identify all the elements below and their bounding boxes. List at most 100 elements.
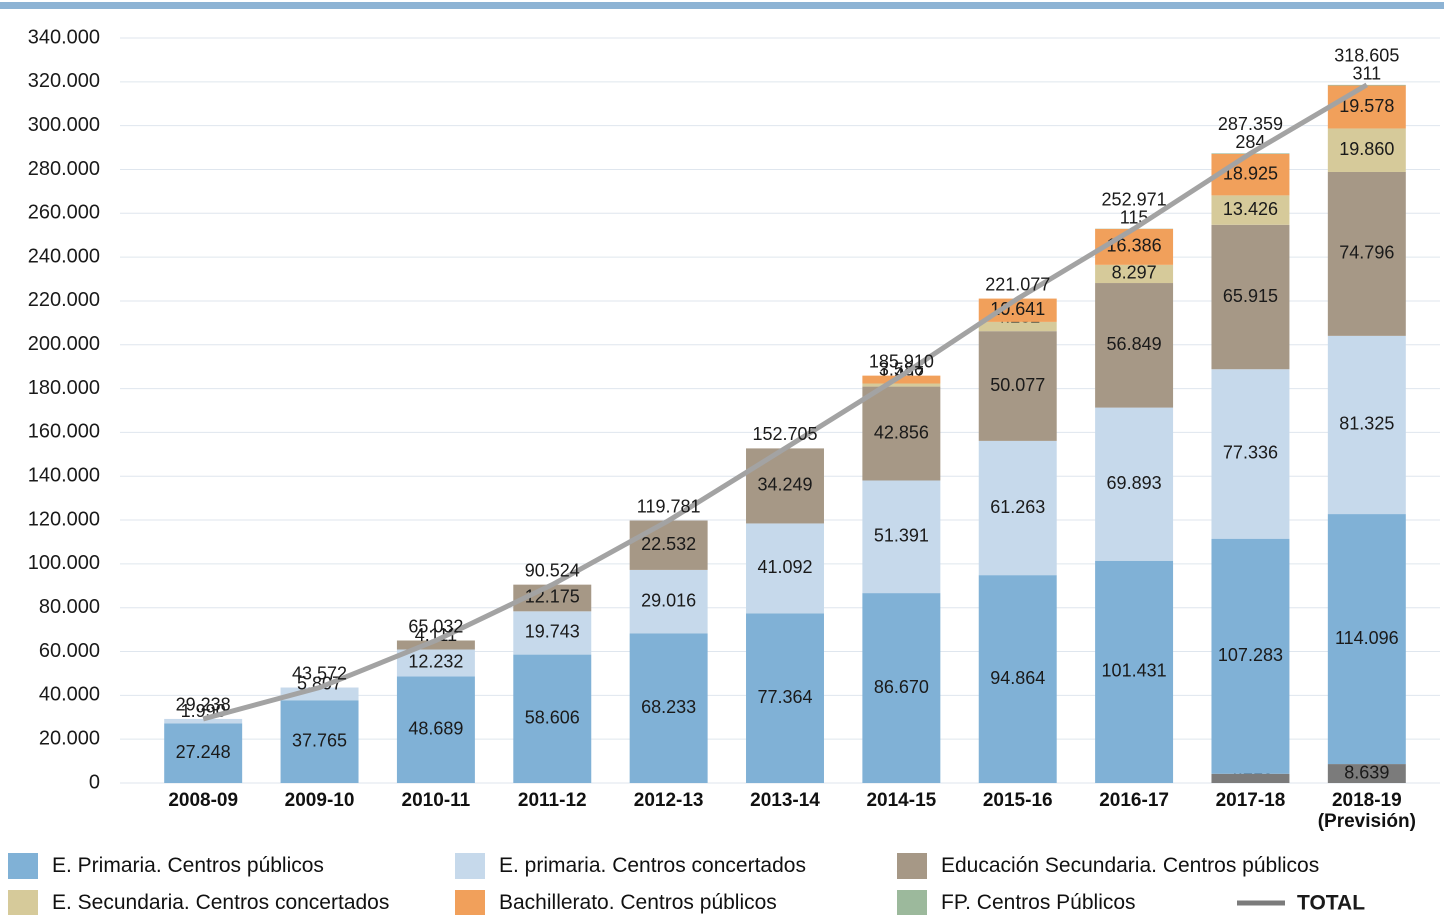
value-label: 81.325 <box>1339 414 1394 434</box>
value-label: 114.096 <box>1335 628 1399 648</box>
y-tick-label: 60.000 <box>39 640 100 662</box>
bar-segment <box>1211 195 1290 225</box>
legend-label: E. Secundaria. Centros concertados <box>52 891 390 914</box>
value-label: 13.426 <box>1223 199 1278 219</box>
bar-segment <box>978 575 1057 783</box>
bar-segment <box>1095 264 1174 284</box>
legend-item: E. Primaria. Centros públicos <box>8 853 324 879</box>
bar-segment <box>1327 764 1406 783</box>
total-label: 43.572 <box>292 663 347 683</box>
x-tick-label: 2013-14 <box>750 790 820 811</box>
legend-swatch <box>897 853 927 879</box>
bar-segment <box>164 723 243 783</box>
bar-segment <box>1327 335 1406 515</box>
bar-segment <box>746 523 824 614</box>
value-label: 94.864 <box>990 668 1045 688</box>
bar-segment <box>1211 369 1290 539</box>
total-label: 185.910 <box>869 351 934 371</box>
bar-segment <box>746 613 824 783</box>
bar-segment <box>1095 560 1174 783</box>
bar-segment <box>746 448 824 524</box>
value-label: 69.893 <box>1107 473 1162 493</box>
x-tick-label: 2010-11 <box>401 790 471 811</box>
value-label: 51.391 <box>874 526 929 546</box>
value-label: 19.743 <box>525 622 580 642</box>
value-label: 58.606 <box>525 708 580 728</box>
legend-item: Bachillerato. Centros públicos <box>455 890 777 915</box>
y-tick-label: 240.000 <box>28 245 100 267</box>
x-tick-label: 2011-12 <box>517 790 587 811</box>
y-tick-label: 200.000 <box>28 333 100 355</box>
legend-label: TOTAL <box>1297 892 1365 915</box>
value-label: 77.364 <box>757 687 812 707</box>
x-tick-label: 2016-17 <box>1099 790 1169 811</box>
total-label: 29.238 <box>176 695 231 715</box>
y-tick-label: 140.000 <box>28 465 100 487</box>
y-tick-label: 0 <box>89 771 100 793</box>
y-tick-label: 120.000 <box>28 508 100 530</box>
y-tick-label: 160.000 <box>28 421 100 443</box>
x-tick-label: 2015-16 <box>982 790 1053 811</box>
x-tick-label: 2018-19 (Previsión) <box>1317 790 1416 832</box>
y-tick-label: 340.000 <box>28 26 100 48</box>
value-label: 10.641 <box>990 299 1045 319</box>
bar-segment <box>862 593 941 783</box>
y-tick-label: 20.000 <box>39 727 100 749</box>
value-label: 22.532 <box>641 534 696 554</box>
value-label: 56.849 <box>1107 334 1162 354</box>
legend-label: Educación Secundaria. Centros públicos <box>941 854 1320 877</box>
legend-label: E. Primaria. Centros públicos <box>52 854 324 877</box>
legend-swatch <box>8 890 38 915</box>
value-label: 12.175 <box>525 587 580 607</box>
value-label: 68.233 <box>641 697 696 717</box>
bar-segment <box>1327 85 1406 129</box>
x-tick-label: 2008-09 <box>168 790 239 811</box>
value-label: 27.248 <box>176 742 231 762</box>
legend-item: E. primaria. Centros concertados <box>455 853 806 879</box>
value-label: 29.016 <box>641 590 696 610</box>
bar-segment <box>862 480 941 594</box>
top-rule <box>0 2 1444 9</box>
bar-segment <box>513 654 592 783</box>
bar-segment <box>1211 538 1290 774</box>
total-label: 252.971 <box>1102 189 1167 209</box>
bar-segment <box>1211 773 1290 783</box>
legend-label: E. primaria. Centros concertados <box>499 854 806 877</box>
legend-swatch <box>455 853 485 879</box>
y-tick-label: 300.000 <box>28 114 100 136</box>
bar-segment <box>396 640 475 650</box>
value-label: 77.336 <box>1223 443 1278 463</box>
value-label: 42.856 <box>874 422 929 442</box>
legend-item: Educación Secundaria. Centros públicos <box>897 853 1319 879</box>
legend-swatch <box>897 890 927 915</box>
value-label: 48.689 <box>408 718 463 738</box>
bar-segment <box>978 298 1057 322</box>
legend-item: E. Secundaria. Centros concertados <box>8 890 389 915</box>
x-tick-label: 2009-10 <box>284 790 355 811</box>
value-label: 74.796 <box>1339 243 1394 263</box>
legend-swatch <box>8 853 38 879</box>
bar-segment <box>978 331 1057 441</box>
bar-segment <box>629 633 708 783</box>
value-label: 101.431 <box>1102 661 1167 681</box>
bar-segment <box>629 569 708 634</box>
bar-segment <box>1327 128 1406 172</box>
total-label: 152.705 <box>752 424 817 444</box>
bar-segment <box>164 718 243 724</box>
total-label: 318.605 <box>1334 46 1399 66</box>
value-label: 37.765 <box>292 730 347 750</box>
value-label: 4.111 <box>415 625 457 645</box>
total-label: 221.077 <box>985 274 1050 294</box>
total-label: 287.359 <box>1218 114 1283 134</box>
y-tick-label: 260.000 <box>28 202 100 224</box>
value-label: 19.860 <box>1339 139 1394 159</box>
y-tick-label: 80.000 <box>39 596 100 618</box>
y-tick-label: 220.000 <box>28 289 100 311</box>
x-tick-label: 2014-15 <box>866 790 937 811</box>
legend-label: FP. Centros Públicos <box>941 891 1136 914</box>
total-label: 65.032 <box>408 616 463 636</box>
value-label: 311 <box>1352 64 1381 84</box>
value-label: 61.263 <box>990 497 1045 517</box>
